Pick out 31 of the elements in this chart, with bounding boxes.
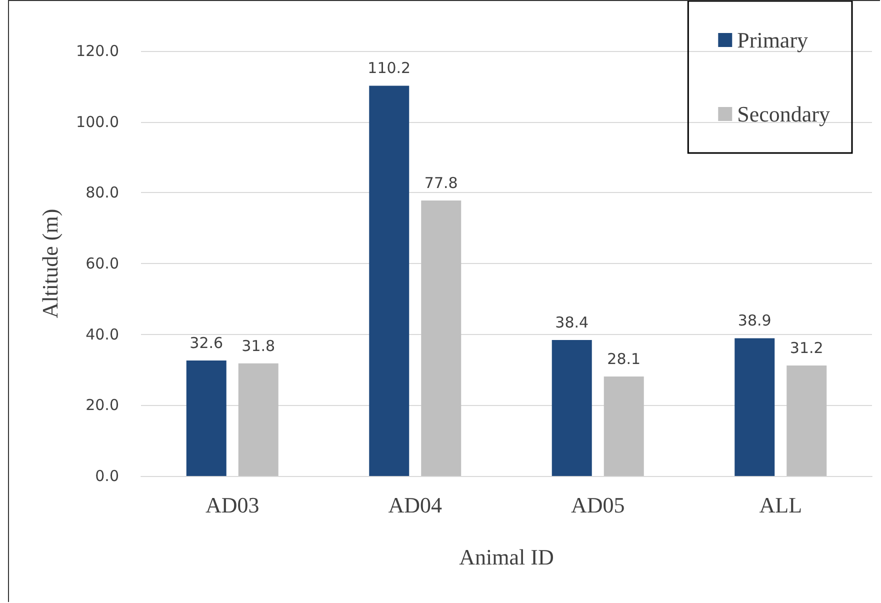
bar xyxy=(186,360,226,476)
y-tick-label: 100.0 xyxy=(76,112,119,131)
data-label: 32.6 xyxy=(190,334,224,352)
bar xyxy=(238,363,278,476)
x-tick-label: AD05 xyxy=(570,492,625,518)
x-tick-label: ALL xyxy=(759,492,802,518)
y-tick-label: 60.0 xyxy=(86,254,119,272)
data-label: 38.4 xyxy=(555,314,589,332)
bar xyxy=(786,366,827,476)
bar xyxy=(734,338,775,476)
bar xyxy=(552,340,592,476)
y-tick-label: 0.0 xyxy=(95,467,119,485)
bar xyxy=(369,86,410,476)
x-tick-label: AD03 xyxy=(205,492,260,518)
legend-label: Primary xyxy=(737,28,808,52)
data-label: 77.8 xyxy=(424,174,458,192)
data-label: 28.1 xyxy=(607,350,641,368)
bar xyxy=(421,200,462,476)
data-label: 110.2 xyxy=(368,59,411,78)
x-axis-title: Animal ID xyxy=(459,544,554,570)
bar xyxy=(604,376,644,476)
legend-label: Secondary xyxy=(737,102,830,126)
y-tick-label: 40.0 xyxy=(86,325,119,344)
data-label: 31.8 xyxy=(242,336,276,355)
data-label: 31.2 xyxy=(790,339,824,357)
y-axis-title: Altitude (m) xyxy=(38,208,62,318)
y-tick-label: 120.0 xyxy=(76,42,119,60)
y-tick-label: 20.0 xyxy=(86,396,119,414)
data-label: 38.9 xyxy=(738,312,772,330)
y-tick-label: 80.0 xyxy=(86,184,119,202)
x-tick-label: AD04 xyxy=(388,492,442,518)
